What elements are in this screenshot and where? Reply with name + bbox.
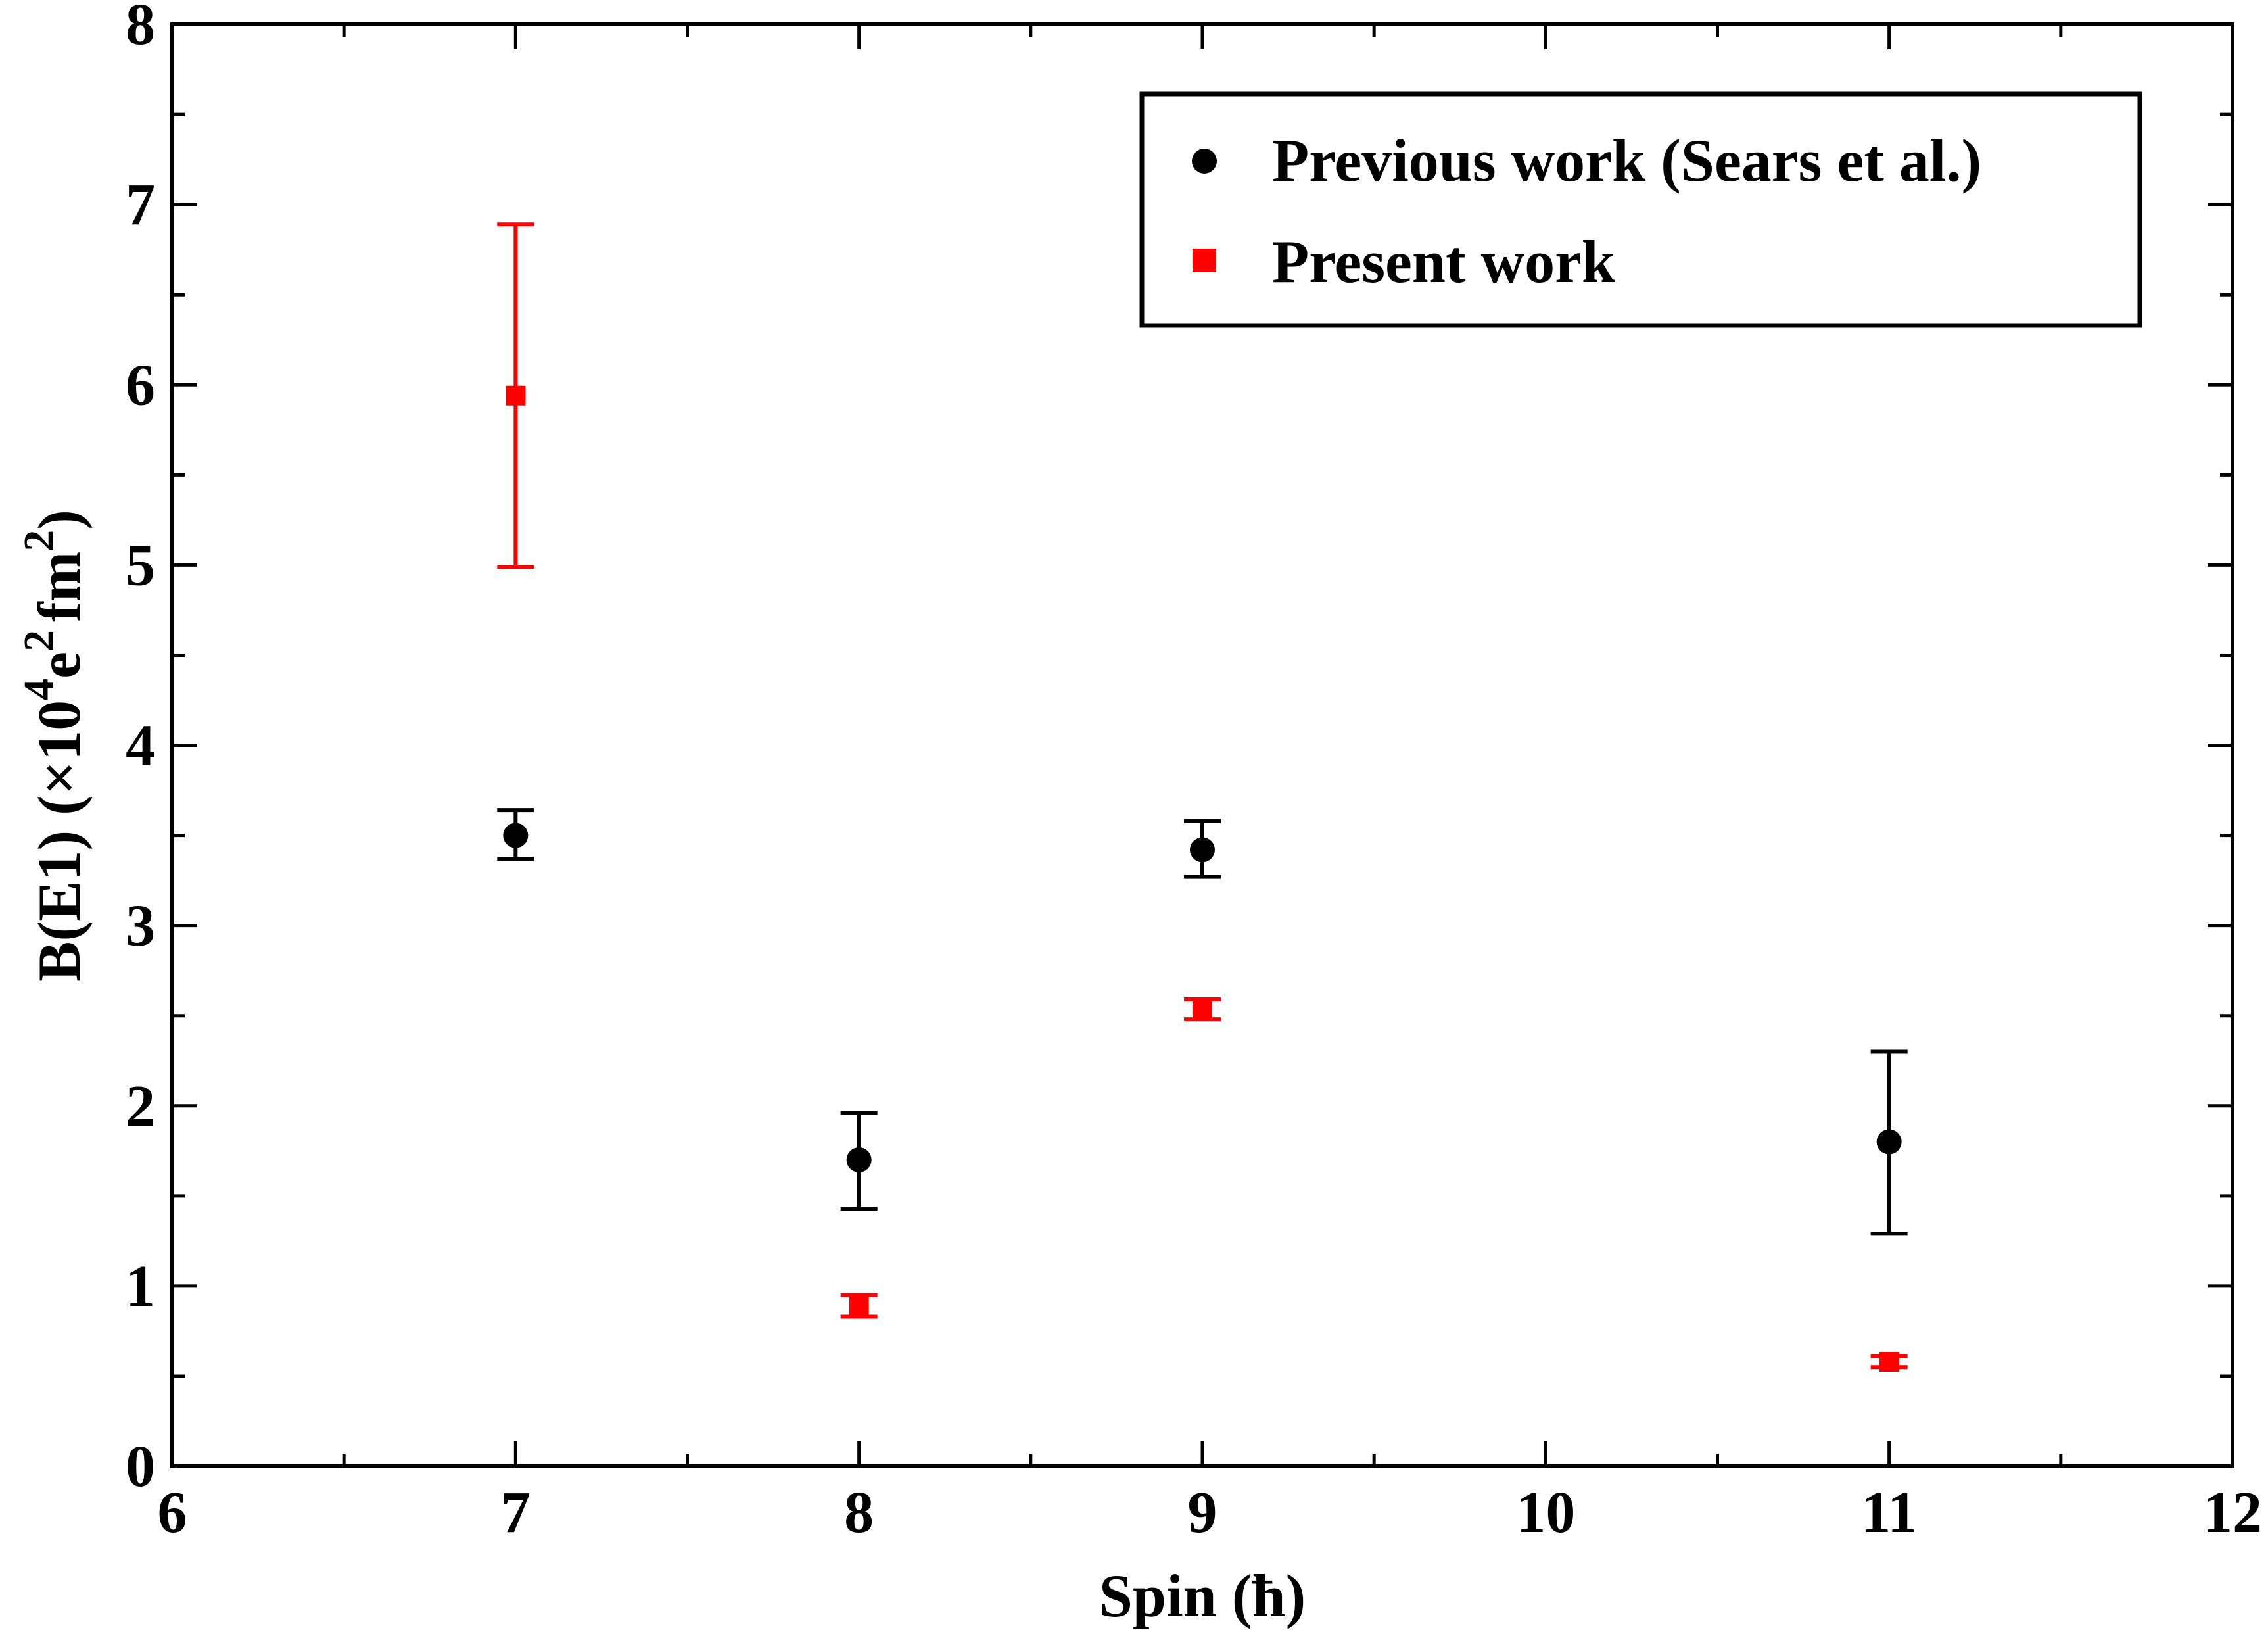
x-tick-label: 12 — [2203, 1480, 2262, 1545]
marks-layer — [497, 222, 1908, 1372]
x-axis-title: Spin (ħ) — [1099, 1562, 1306, 1629]
x-tick-label: 10 — [1516, 1480, 1575, 1545]
legend-box — [1139, 91, 2142, 328]
data-point — [849, 1296, 869, 1316]
data-point — [1190, 837, 1215, 863]
legend-marker-previous-work — [1192, 149, 1217, 174]
legend: Previous work (Sears et al.) Present wor… — [1139, 91, 2142, 328]
series-previous-work — [497, 808, 1908, 1236]
y-tick-label: 2 — [126, 1074, 155, 1139]
y-tick-label: 1 — [126, 1254, 155, 1319]
data-point — [506, 385, 526, 406]
y-axis-title: B(E1) (×104e2fm2) — [15, 510, 93, 982]
x-tick-label: 7 — [501, 1480, 531, 1545]
data-point — [503, 823, 529, 848]
legend-marker-present-work — [1193, 249, 1216, 272]
legend-label-previous-work: Previous work (Sears et al.) — [1272, 127, 1981, 194]
y-tick-label: 6 — [126, 352, 155, 418]
x-tick-label: 8 — [844, 1480, 874, 1545]
y-tick-label: 4 — [126, 713, 155, 779]
x-tick-label: 6 — [158, 1480, 187, 1545]
x-tick-label: 9 — [1188, 1480, 1217, 1545]
y-tick-label: 0 — [126, 1434, 155, 1499]
data-point — [1879, 1352, 1899, 1372]
series-present-work — [497, 222, 1908, 1372]
y-tick-label: 8 — [126, 0, 155, 57]
y-tick-label: 3 — [126, 894, 155, 959]
plot-frame — [170, 22, 2234, 1468]
y-tick-label: 7 — [126, 172, 155, 237]
data-point — [1193, 1000, 1212, 1020]
data-point — [846, 1147, 872, 1172]
y-tick-label: 5 — [126, 533, 155, 598]
legend-label-present-work: Present work — [1272, 228, 1616, 295]
x-tick-label: 11 — [1861, 1480, 1917, 1545]
data-point — [1876, 1129, 1902, 1155]
